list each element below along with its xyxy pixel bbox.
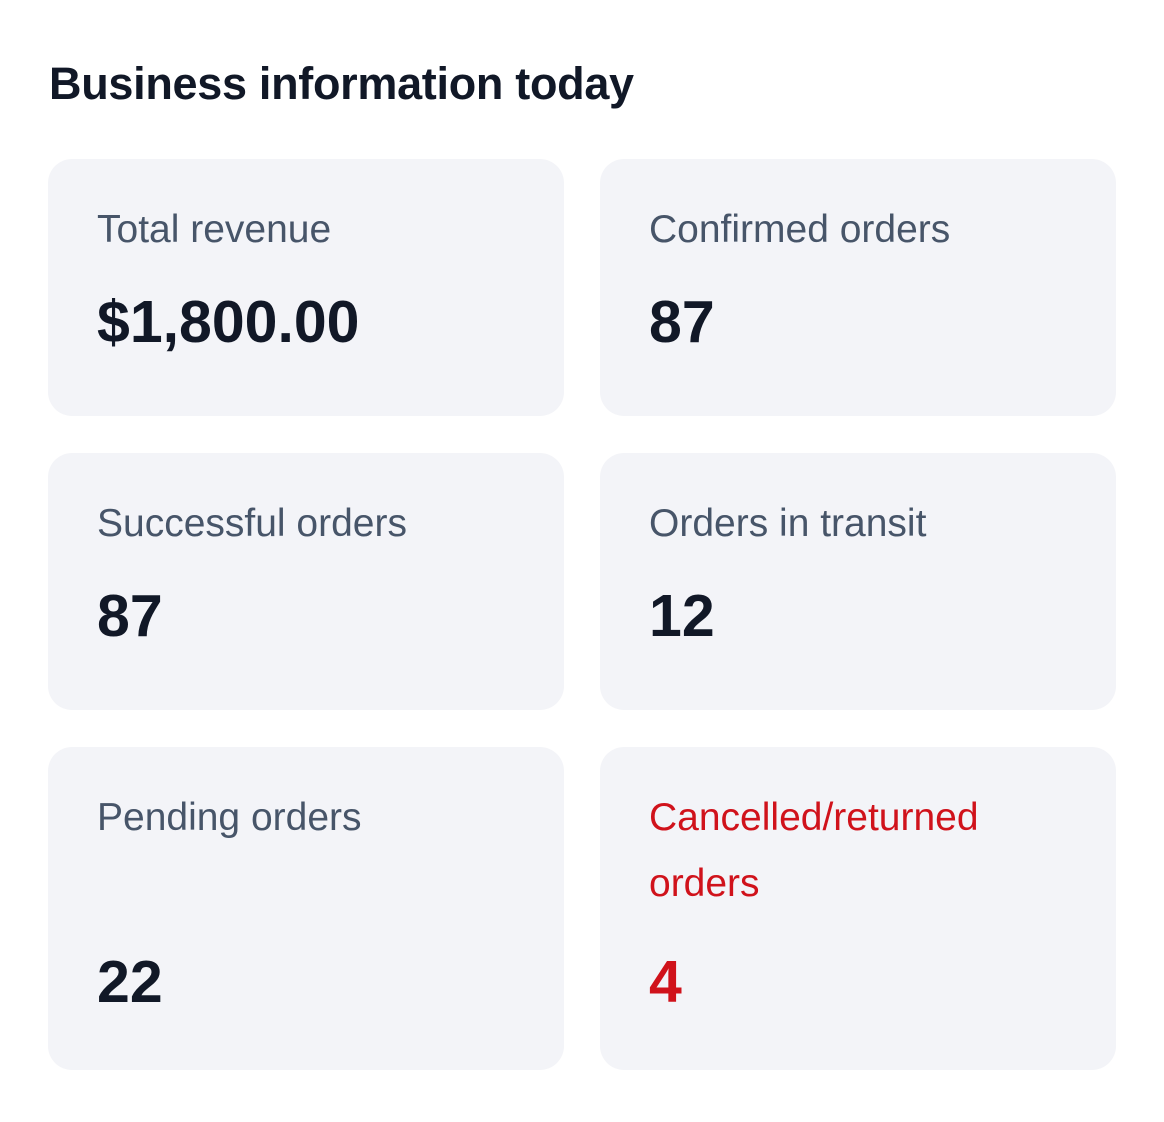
card-label: Total revenue: [97, 208, 332, 251]
page-title: Business information today: [49, 58, 634, 109]
card-value: 4: [649, 949, 682, 1015]
card-label: Cancelled/returned orders: [649, 796, 979, 905]
card-total-revenue: Total revenue $1,800.00: [48, 159, 564, 416]
card-label: Confirmed orders: [649, 208, 951, 251]
card-confirmed-orders: Confirmed orders 87: [600, 159, 1116, 416]
card-label: Orders in transit: [649, 502, 927, 545]
card-value: 22: [97, 949, 163, 1015]
card-cancelled-returned-orders: Cancelled/returned orders 4: [600, 747, 1116, 1070]
card-value: 87: [97, 583, 163, 649]
card-value: 12: [649, 583, 715, 649]
card-successful-orders: Successful orders 87: [48, 453, 564, 710]
card-value: 87: [649, 289, 715, 355]
card-orders-in-transit: Orders in transit 12: [600, 453, 1116, 710]
card-label: Pending orders: [97, 796, 362, 839]
card-value: $1,800.00: [97, 289, 360, 355]
card-label: Successful orders: [97, 502, 407, 545]
stats-grid: Total revenue $1,800.00 Confirmed orders…: [48, 159, 1116, 1070]
card-pending-orders: Pending orders 22: [48, 747, 564, 1070]
